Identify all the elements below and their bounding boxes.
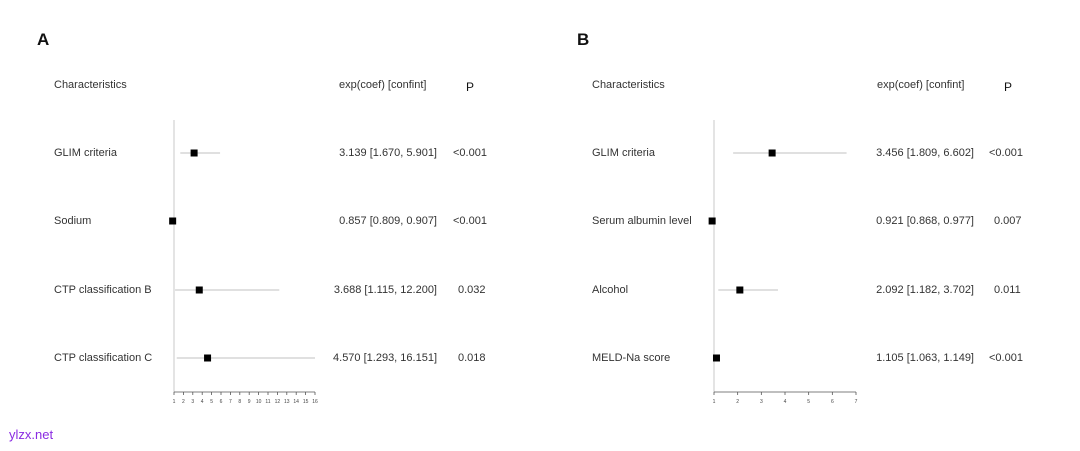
panel-b-row-p: 0.011: [994, 284, 1021, 296]
panel-a-row-p: 0.032: [458, 284, 486, 296]
panel-a-row-label: GLIM criteria: [54, 147, 117, 159]
panel-a-x-tick-label: 12: [275, 399, 281, 405]
panel-b-row-p: <0.001: [989, 352, 1023, 364]
panel-a-letter: A: [37, 30, 50, 49]
panel-a-x-tick-label: 16: [312, 399, 318, 405]
panel-a-row-ci: 0.857 [0.809, 0.907]: [339, 215, 437, 227]
panel-b-point-estimate: [708, 217, 716, 225]
panel-b-point-estimate: [736, 286, 744, 294]
panel-a-row-label: CTP classification B: [54, 284, 152, 296]
panel-a-header-estimate: exp(coef) [confint]: [339, 79, 427, 91]
watermark: ylzx.net: [9, 427, 54, 442]
panel-a-x-tick-label: 7: [229, 399, 232, 405]
panel-a-point-estimate: [204, 354, 212, 362]
panel-a-x-tick-label: 15: [303, 399, 309, 405]
panel-a-row-p: <0.001: [453, 147, 487, 159]
panel-b-row-p: 0.007: [994, 215, 1022, 227]
panel-b-row-ci: 3.456 [1.809, 6.602]: [876, 147, 974, 159]
panel-b-x-tick-label: 3: [760, 399, 763, 405]
panel-b-row-ci: 0.921 [0.868, 0.977]: [876, 215, 974, 227]
panel-b-x-tick-label: 5: [807, 399, 810, 405]
panel-a-header-characteristics: Characteristics: [54, 79, 127, 91]
panel-a-x-tick-label: 10: [256, 399, 262, 405]
panel-a-x-tick-label: 8: [238, 399, 241, 405]
panel-a-x-tick-label: 2: [182, 399, 185, 405]
panel-b-x-tick-label: 6: [831, 399, 834, 405]
panel-a-point-estimate: [190, 149, 198, 157]
panel-b-row-label: Alcohol: [592, 284, 629, 296]
panel-a-row-label: CTP classification C: [54, 352, 153, 364]
panel-b-x-tick-label: 7: [855, 399, 858, 405]
panel-b-point-estimate: [768, 149, 776, 157]
panel-b-row-label: GLIM criteria: [592, 147, 655, 159]
panel-b-x-tick-label: 4: [784, 399, 787, 405]
panel-b-header-p: P: [1004, 80, 1013, 94]
panel-b-letter: B: [577, 30, 590, 49]
panel-a-row-ci: 3.139 [1.670, 5.901]: [339, 147, 437, 159]
panel-a-x-tick-label: 4: [201, 399, 204, 405]
panel-a-x-tick-label: 5: [210, 399, 213, 405]
panel-a-point-estimate: [169, 217, 177, 225]
panel-a-x-tick-label: 13: [284, 399, 290, 405]
panel-a-point-estimate: [195, 286, 203, 294]
panel-b-x-tick-label: 1: [713, 399, 716, 405]
panel-a-row-p: <0.001: [453, 215, 487, 227]
panel-a-x-tick-label: 1: [173, 399, 176, 405]
panel-b-row-p: <0.001: [989, 147, 1023, 159]
panel-a-row-p: 0.018: [458, 352, 486, 364]
panel-b-point-estimate: [712, 354, 720, 362]
panel-a-x-tick-label: 9: [248, 399, 251, 405]
panel-a-x-tick-label: 6: [220, 399, 223, 405]
panel-a-row-label: Sodium: [54, 215, 92, 227]
panel-b-row-label: Serum albumin level: [592, 215, 692, 227]
panel-b-row-ci: 2.092 [1.182, 3.702]: [876, 284, 974, 296]
panel-a-row-ci: 3.688 [1.115, 12.200]: [333, 284, 437, 296]
panel-a-x-tick-label: 11: [265, 399, 270, 405]
panel-a-header-p: P: [466, 80, 475, 94]
panel-a-x-tick-label: 3: [191, 399, 194, 405]
panel-b-header-characteristics: Characteristics: [592, 79, 665, 91]
panel-b-x-tick-label: 2: [736, 399, 739, 405]
panel-a-x-tick-label: 14: [293, 399, 299, 405]
panel-b-row-ci: 1.105 [1.063, 1.149]: [876, 352, 974, 364]
panel-b-header-estimate: exp(coef) [confint]: [877, 79, 965, 91]
panel-b-row-label: MELD-Na score: [592, 352, 671, 364]
panel-a-row-ci: 4.570 [1.293, 16.151]: [333, 352, 437, 364]
